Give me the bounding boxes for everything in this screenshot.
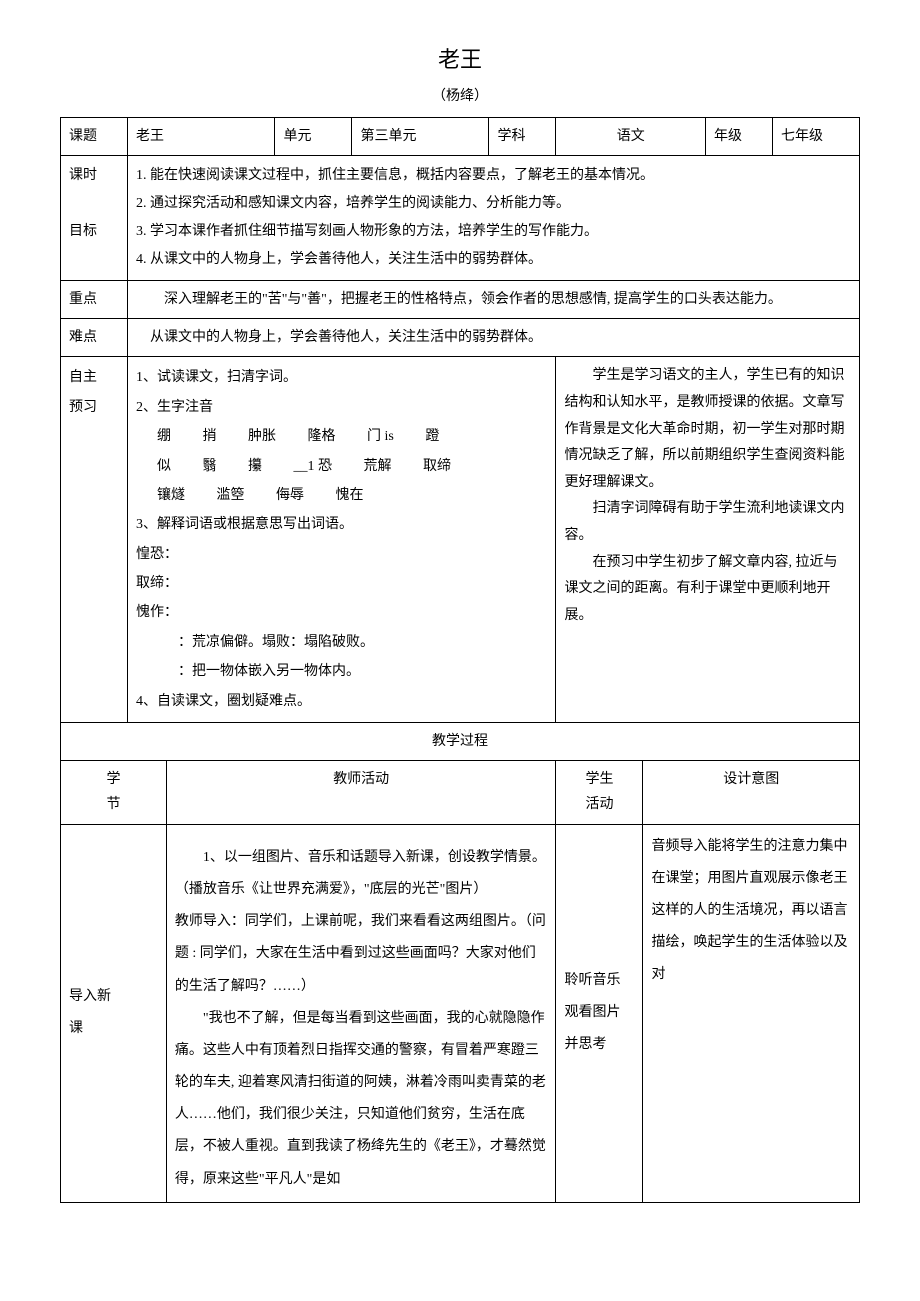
key-text: 深入理解老王的"苦"与"善"，把握老王的性格特点，领会作者的思想感情, 提高学生… <box>136 287 851 312</box>
intro-label-1: 导入新 <box>69 989 111 1004</box>
difficult-text: 从课文中的人物身上，学会善待他人，关注生活中的弱势群体。 <box>136 325 851 350</box>
preview-t1: 惶恐： <box>136 540 547 569</box>
ph-c1b: 节 <box>106 797 120 812</box>
preview-l1: 1、试读课文，扫清字词。 <box>136 363 547 392</box>
unit-label: 单元 <box>275 117 352 155</box>
goals-label-1: 课时 <box>69 168 97 183</box>
subject-label: 学科 <box>489 117 556 155</box>
preview-row: 自主 预习 1、试读课文，扫清字词。 2、生字注音 绷 捎 肿胀 隆格 门 is… <box>61 357 860 723</box>
intro-teacher-p2: 教师导入：同学们，上课前呢，我们来看看这两组图片。（问题 : 同学们，大家在生活… <box>175 906 548 1003</box>
preview-label-2: 预习 <box>69 400 97 415</box>
ph-c3a: 学生 <box>585 772 613 787</box>
process-header-design: 设计意图 <box>643 761 860 824</box>
preview-l2: 2、生字注音 <box>136 393 547 422</box>
intro-student-l2: 观看图片 <box>564 997 634 1029</box>
intro-row: 导入新 课 1、以一组图片、音乐和话题导入新课，创设教学情景。（播放音乐《让世界… <box>61 824 860 1202</box>
w4: 隆格 <box>308 422 336 451</box>
lesson-plan-table: 课题 老王 单元 第三单元 学科 语文 年级 七年级 课时 目标 1. 能在快速… <box>60 117 860 1203</box>
difficult-content: 从课文中的人物身上，学会善待他人，关注生活中的弱势群体。 <box>128 319 860 357</box>
preview-t5: ：把一物体嵌入另一物体内。 <box>136 657 547 686</box>
intro-student-l1: 聆听音乐 <box>564 965 634 997</box>
w10: __1 恐 <box>294 452 333 481</box>
process-header-row: 学 节 教师活动 学生 活动 设计意图 <box>61 761 860 824</box>
w14: 滥箜 <box>217 481 245 510</box>
w1: 绷 <box>157 422 171 451</box>
preview-l3: 3、解释词语或根据意思写出词语。 <box>136 510 547 539</box>
grade-value: 七年级 <box>773 117 860 155</box>
intro-teacher-p3: "我也不了解，但是每当看到这些画面，我的心就隐隐作痛。这些人中有顶着烈日指挥交通… <box>175 1003 548 1196</box>
goal-3: 3. 学习本课作者抓住细节描写刻画人物形象的方法，培养学生的写作能力。 <box>136 218 851 246</box>
goal-4: 4. 从课文中的人物身上，学会善待他人，关注生活中的弱势群体。 <box>136 246 851 274</box>
key-label: 重点 <box>61 280 128 318</box>
ph-c1a: 学 <box>106 772 120 787</box>
intro-teacher-p1: 1、以一组图片、音乐和话题导入新课，创设教学情景。（播放音乐《让世界充满爱》，"… <box>175 842 548 906</box>
goals-row: 课时 目标 1. 能在快速阅读课文过程中，抓住主要信息，概括内容要点，了解老王的… <box>61 155 860 280</box>
preview-right-p2: 扫清字词障碍有助于学生流利地读课文内容。 <box>564 496 851 549</box>
goals-label-2: 目标 <box>69 224 97 239</box>
w2: 捎 <box>203 422 217 451</box>
intro-student-l3: 并思考 <box>564 1029 634 1061</box>
preview-t3: 愧作： <box>136 598 547 627</box>
goals-content: 1. 能在快速阅读课文过程中，抓住主要信息，概括内容要点，了解老王的基本情况。 … <box>128 155 860 280</box>
preview-l4: 4、自读课文，圈划疑难点。 <box>136 687 547 716</box>
unit-value: 第三单元 <box>352 117 489 155</box>
intro-student: 聆听音乐 观看图片 并思考 <box>556 824 643 1202</box>
preview-left-content: 1、试读课文，扫清字词。 2、生字注音 绷 捎 肿胀 隆格 门 is 蹬 似 翳… <box>128 357 556 723</box>
preview-words-row1: 绷 捎 肿胀 隆格 门 is 蹬 <box>136 422 547 451</box>
grade-label: 年级 <box>706 117 773 155</box>
preview-t4: ：荒凉偏僻。塌败：塌陷破败。 <box>136 628 547 657</box>
difficult-label: 难点 <box>61 319 128 357</box>
goal-1: 1. 能在快速阅读课文过程中，抓住主要信息，概括内容要点，了解老王的基本情况。 <box>136 162 851 190</box>
intro-label: 导入新 课 <box>61 824 167 1202</box>
preview-right-p3: 在预习中学生初步了解文章内容, 拉近与课文之间的距离。有利于课堂中更顺利地开展。 <box>564 550 851 630</box>
intro-teacher: 1、以一组图片、音乐和话题导入新课，创设教学情景。（播放音乐《让世界充满爱》，"… <box>166 824 556 1202</box>
w9: 攥 <box>248 452 262 481</box>
process-header-teacher: 教师活动 <box>166 761 556 824</box>
w8: 翳 <box>203 452 217 481</box>
process-header-stage: 学 节 <box>61 761 167 824</box>
subject-value: 语文 <box>556 117 706 155</box>
page-title: 老王 <box>60 40 860 80</box>
intro-design: 音频导入能将学生的注意力集中在课堂；用图片直观展示像老王这样的人的生活境况，再以… <box>643 824 860 1202</box>
w7: 似 <box>157 452 171 481</box>
w3: 肿胀 <box>248 422 276 451</box>
preview-right-p1: 学生是学习语文的主人，学生已有的知识结构和认知水平，是教师授课的依据。文章写作背… <box>564 363 851 496</box>
preview-right-content: 学生是学习语文的主人，学生已有的知识结构和认知水平，是教师授课的依据。文章写作背… <box>556 357 860 723</box>
goal-2: 2. 通过探究活动和感知课文内容，培养学生的阅读能力、分析能力等。 <box>136 190 851 218</box>
w15: 侮辱 <box>276 481 304 510</box>
preview-label: 自主 预习 <box>61 357 128 723</box>
process-title: 教学过程 <box>61 723 860 761</box>
key-content: 深入理解老王的"苦"与"善"，把握老王的性格特点，领会作者的思想感情, 提高学生… <box>128 280 860 318</box>
topic-value: 老王 <box>128 117 275 155</box>
w6: 蹬 <box>425 422 439 451</box>
goals-label: 课时 目标 <box>61 155 128 280</box>
preview-label-1: 自主 <box>69 370 97 385</box>
page-subtitle: （杨绛） <box>60 84 860 109</box>
process-header-student: 学生 活动 <box>556 761 643 824</box>
difficult-row: 难点 从课文中的人物身上，学会善待他人，关注生活中的弱势群体。 <box>61 319 860 357</box>
key-row: 重点 深入理解老王的"苦"与"善"，把握老王的性格特点，领会作者的思想感情, 提… <box>61 280 860 318</box>
intro-label-2: 课 <box>69 1021 83 1036</box>
preview-words-row3: 镶燧 滥箜 侮辱 愧在 <box>136 481 547 510</box>
preview-t2: 取缔： <box>136 569 547 598</box>
w13: 镶燧 <box>157 481 185 510</box>
w5: 门 is <box>367 422 394 451</box>
w11: 荒解 <box>364 452 392 481</box>
header-row: 课题 老王 单元 第三单元 学科 语文 年级 七年级 <box>61 117 860 155</box>
ph-c3b: 活动 <box>585 797 613 812</box>
topic-label: 课题 <box>61 117 128 155</box>
w16: 愧在 <box>336 481 364 510</box>
process-title-row: 教学过程 <box>61 723 860 761</box>
intro-design-text: 音频导入能将学生的注意力集中在课堂；用图片直观展示像老王这样的人的生活境况，再以… <box>651 831 851 992</box>
w12: 取缔 <box>423 452 451 481</box>
preview-words-row2: 似 翳 攥 __1 恐 荒解 取缔 <box>136 452 547 481</box>
